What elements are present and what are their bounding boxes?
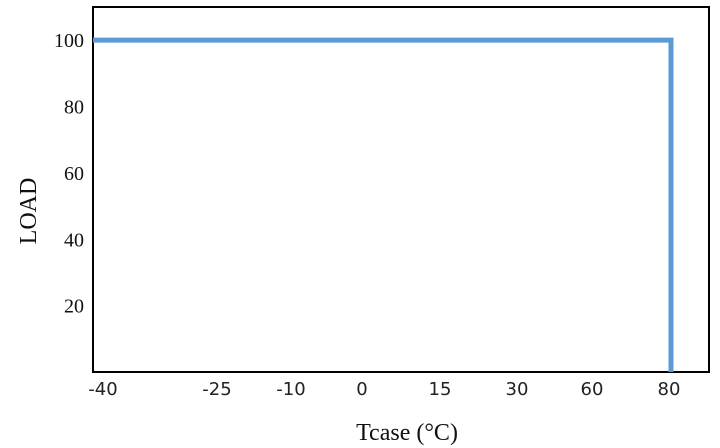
x-tick-label: -25: [202, 379, 231, 400]
x-tick-label: 30: [506, 379, 529, 400]
x-tick-label: -10: [276, 379, 305, 400]
series-line: [93, 37, 674, 372]
x-tick-label: -40: [88, 379, 117, 400]
y-tick-label: 20: [64, 296, 84, 318]
y-tick-label: 60: [64, 163, 84, 185]
x-axis-title: Tcase (°C): [356, 420, 458, 446]
y-tick-labels: 20 40 60 80 100: [54, 30, 84, 317]
y-tick-label: 40: [64, 229, 84, 251]
x-tick-label: 80: [658, 379, 681, 400]
y-tick-label: 80: [64, 97, 84, 119]
y-axis-title: LOAD: [16, 178, 42, 245]
y-tick-label: 100: [54, 30, 84, 52]
x-tick-label: 15: [429, 379, 452, 400]
series-layer: [93, 37, 674, 372]
x-tick-labels: -40 -25 -10 0 15 30 60 80: [88, 379, 680, 400]
x-tick-label: 60: [581, 379, 604, 400]
plot-frame: [92, 6, 710, 373]
x-tick-label: 0: [356, 379, 367, 400]
